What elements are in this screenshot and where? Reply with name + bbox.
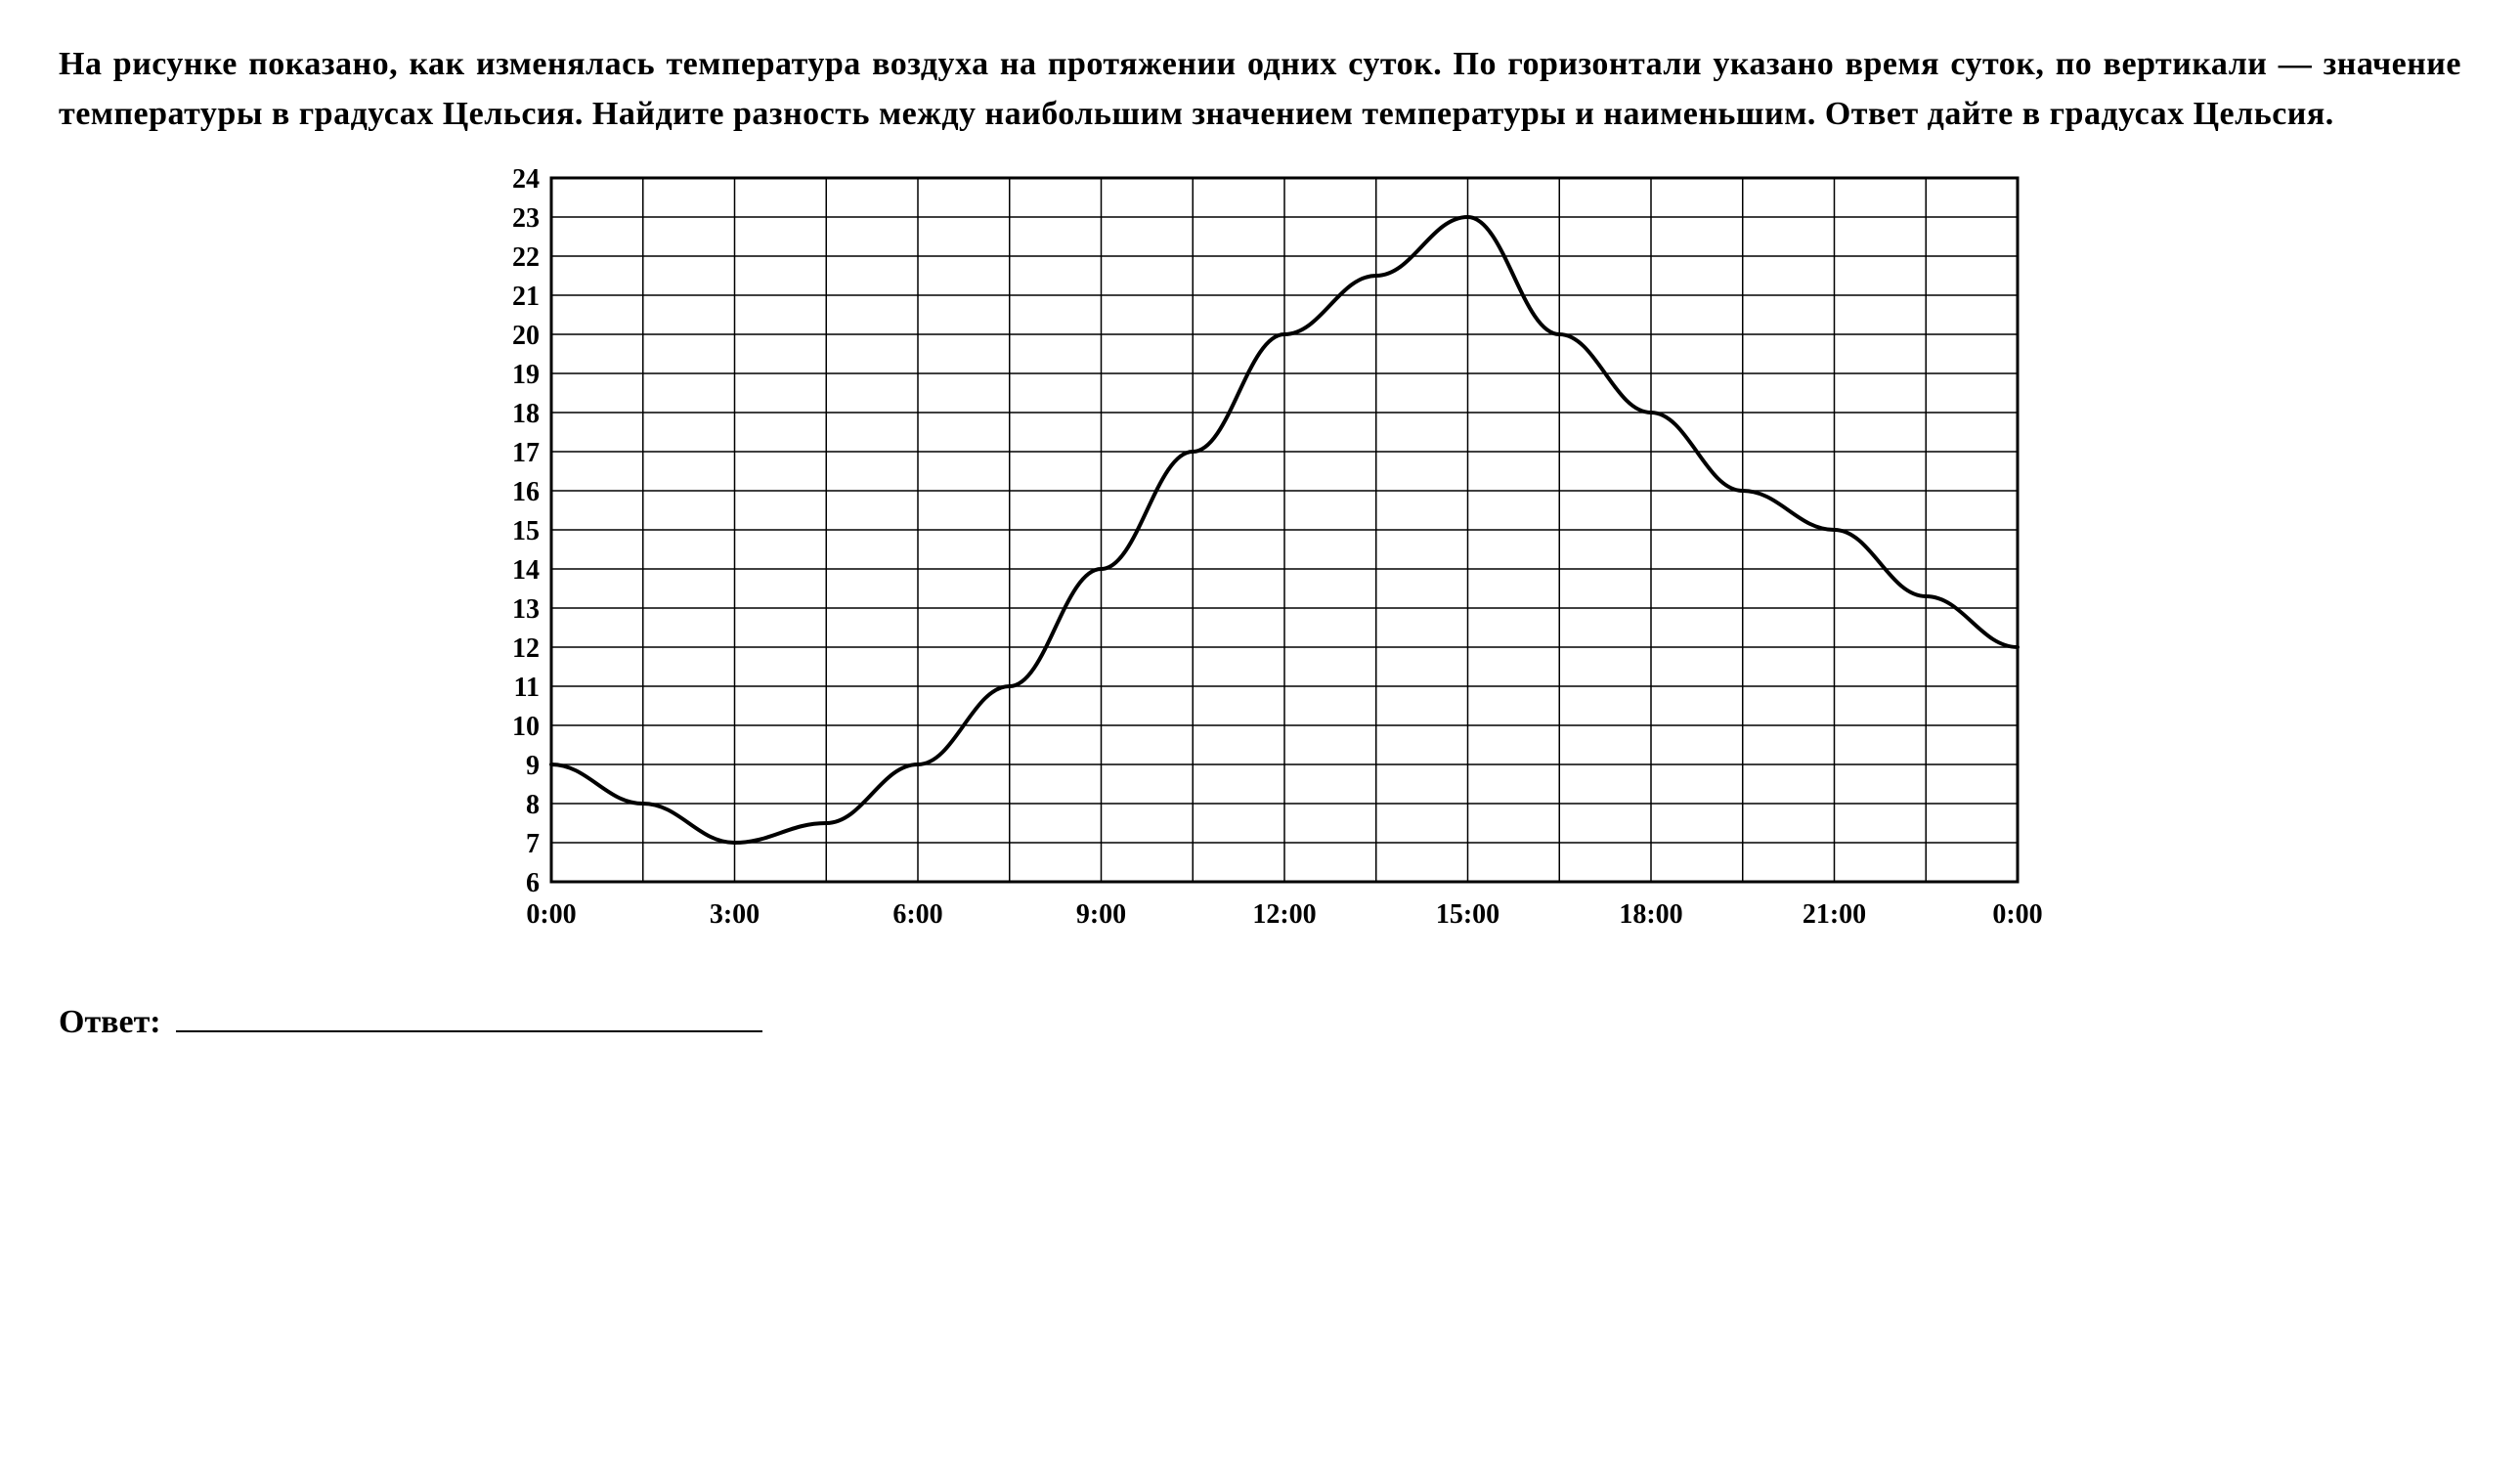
svg-text:3:00: 3:00	[710, 899, 760, 930]
svg-text:21:00: 21:00	[1803, 899, 1866, 930]
svg-text:18:00: 18:00	[1619, 899, 1682, 930]
svg-text:0:00: 0:00	[1992, 899, 2042, 930]
temperature-chart: 6 7 8 9 10 11 12 13 14 15 16 17 18 19 20 21 22 23 24 0:00 3:…	[454, 168, 2066, 955]
svg-text:16: 16	[512, 477, 540, 507]
svg-text:22: 22	[512, 242, 540, 273]
svg-text:19: 19	[512, 360, 540, 390]
svg-text:17: 17	[512, 438, 540, 468]
svg-text:12:00: 12:00	[1252, 899, 1316, 930]
chart-svg: 6 7 8 9 10 11 12 13 14 15 16 17 18 19 20 21 22 23 24 0:00 3:…	[454, 168, 2066, 950]
svg-text:9: 9	[526, 751, 540, 781]
answer-label: Ответ:	[59, 1004, 161, 1041]
svg-text:6: 6	[526, 868, 540, 898]
svg-text:15:00: 15:00	[1436, 899, 1499, 930]
problem-text: На рисунке показано, как изменялась темп…	[59, 39, 2461, 139]
svg-text:18: 18	[512, 399, 540, 429]
svg-text:11: 11	[514, 673, 540, 703]
chart-wrapper: 6 7 8 9 10 11 12 13 14 15 16 17 18 19 20 21 22 23 24 0:00 3:…	[59, 168, 2461, 955]
svg-text:24: 24	[512, 168, 540, 195]
svg-text:9:00: 9:00	[1076, 899, 1126, 930]
svg-text:10: 10	[512, 712, 540, 742]
svg-text:13: 13	[512, 594, 540, 625]
answer-blank-line[interactable]	[176, 1030, 762, 1032]
svg-text:14: 14	[512, 555, 540, 586]
answer-row: Ответ:	[59, 1004, 2461, 1041]
svg-text:21: 21	[512, 282, 540, 312]
svg-text:15: 15	[512, 516, 540, 546]
svg-text:20: 20	[512, 321, 540, 351]
svg-text:12: 12	[512, 633, 540, 664]
svg-text:7: 7	[526, 829, 540, 859]
svg-text:8: 8	[526, 790, 540, 820]
svg-text:0:00: 0:00	[526, 899, 576, 930]
svg-text:6:00: 6:00	[892, 899, 942, 930]
svg-text:23: 23	[512, 203, 540, 234]
